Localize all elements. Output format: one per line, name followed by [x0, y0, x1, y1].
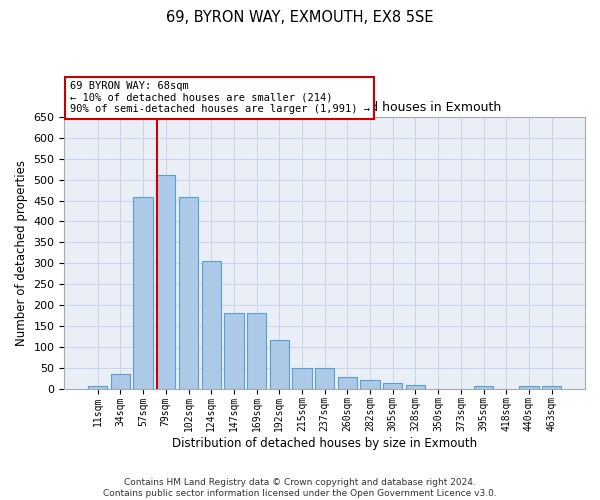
Bar — [88, 386, 107, 388]
Bar — [247, 314, 266, 388]
X-axis label: Distribution of detached houses by size in Exmouth: Distribution of detached houses by size … — [172, 437, 477, 450]
Bar — [406, 385, 425, 388]
Bar — [542, 386, 562, 388]
Text: 69 BYRON WAY: 68sqm
← 10% of detached houses are smaller (214)
90% of semi-detac: 69 BYRON WAY: 68sqm ← 10% of detached ho… — [70, 81, 370, 114]
Bar — [338, 378, 357, 388]
Bar — [202, 261, 221, 388]
Title: Size of property relative to detached houses in Exmouth: Size of property relative to detached ho… — [148, 102, 502, 114]
Bar — [111, 374, 130, 388]
Bar — [361, 380, 380, 388]
Bar — [383, 383, 403, 388]
Bar — [133, 197, 153, 388]
Bar — [520, 386, 539, 388]
Bar — [269, 340, 289, 388]
Bar — [156, 174, 175, 388]
Bar — [224, 314, 244, 388]
Y-axis label: Number of detached properties: Number of detached properties — [15, 160, 28, 346]
Text: 69, BYRON WAY, EXMOUTH, EX8 5SE: 69, BYRON WAY, EXMOUTH, EX8 5SE — [166, 10, 434, 25]
Bar — [179, 197, 198, 388]
Bar — [292, 368, 311, 388]
Bar — [474, 386, 493, 388]
Text: Contains HM Land Registry data © Crown copyright and database right 2024.
Contai: Contains HM Land Registry data © Crown c… — [103, 478, 497, 498]
Bar — [315, 368, 334, 388]
